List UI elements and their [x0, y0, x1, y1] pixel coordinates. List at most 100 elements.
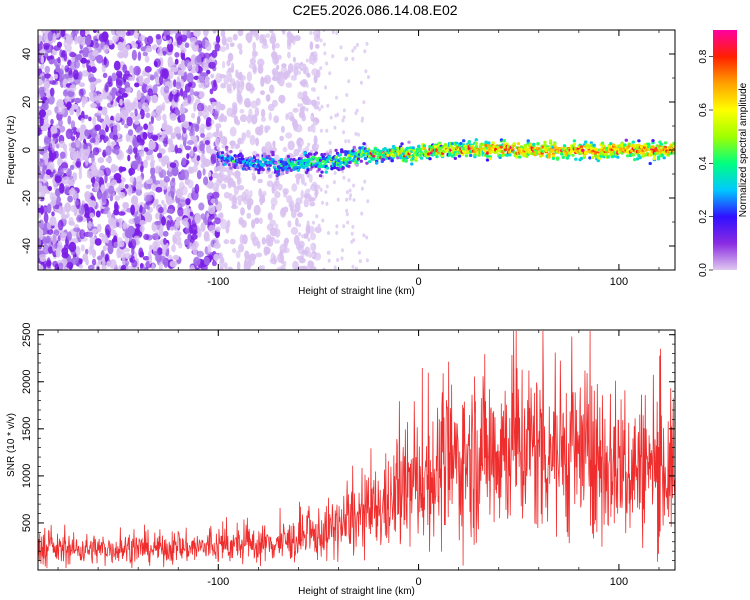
noise-speckle: [69, 164, 75, 170]
signal-pixel: [355, 163, 359, 167]
noise-speckle: [129, 112, 135, 117]
noise-speckle: [151, 94, 159, 104]
noise-speckle: [271, 204, 276, 211]
noise-speckle: [209, 176, 213, 181]
noise-speckle: [94, 181, 100, 192]
signal-pixel: [610, 155, 614, 159]
noise-speckle: [169, 91, 173, 102]
noise-speckle: [341, 118, 345, 123]
y-axis-label: SNR (10 * v/v): [6, 413, 17, 477]
noise-speckle: [208, 224, 216, 233]
noise-speckle: [200, 222, 206, 232]
noise-speckle: [54, 263, 60, 270]
noise-speckle: [50, 196, 57, 207]
noise-speckle: [267, 212, 273, 221]
noise-speckle: [257, 58, 265, 67]
noise-speckle: [68, 241, 77, 253]
noise-speckle: [232, 33, 238, 41]
noise-speckle: [151, 263, 155, 270]
noise-speckle: [355, 108, 359, 113]
noise-speckle: [51, 140, 56, 151]
noise-speckle: [89, 212, 95, 219]
colorbar-tick-label: 0.2: [698, 209, 709, 223]
y-tick-label: 20: [21, 96, 33, 108]
noise-speckle: [234, 170, 241, 177]
noise-speckle: [112, 134, 118, 141]
noise-speckle: [206, 121, 210, 127]
noise-speckle: [95, 210, 101, 218]
noise-speckle: [273, 239, 280, 244]
noise-speckle: [271, 42, 276, 51]
noise-speckle: [309, 41, 314, 50]
noise-speckle: [322, 267, 326, 270]
noise-speckle: [85, 35, 92, 46]
noise-speckle: [317, 223, 321, 228]
noise-speckle: [265, 33, 271, 38]
noise-speckle: [237, 200, 242, 206]
noise-speckle: [174, 235, 182, 246]
noise-speckle: [150, 161, 155, 168]
noise-speckle: [118, 211, 126, 216]
noise-speckle: [214, 198, 219, 206]
noise-speckle: [347, 79, 351, 84]
noise-speckle: [297, 143, 302, 153]
noise-speckle: [58, 125, 66, 133]
noise-speckle: [46, 203, 52, 214]
noise-speckle: [115, 90, 123, 97]
signal-pixel: [296, 168, 300, 172]
noise-speckle: [54, 204, 60, 210]
noise-speckle: [194, 213, 202, 224]
noise-speckle: [113, 60, 121, 71]
signal-pixel: [307, 158, 312, 162]
noise-speckle: [134, 120, 140, 125]
noise-speckle: [94, 78, 102, 84]
noise-speckle: [192, 240, 199, 249]
noise-speckle: [94, 124, 102, 131]
noise-speckle: [177, 207, 184, 217]
noise-speckle: [259, 217, 263, 225]
noise-speckle: [222, 136, 228, 146]
noise-speckle: [250, 114, 258, 125]
noise-speckle: [99, 134, 105, 140]
noise-speckle: [290, 226, 299, 235]
signal-pixel: [404, 159, 408, 163]
noise-speckle: [78, 88, 84, 97]
noise-speckle: [231, 203, 237, 209]
noise-speckle: [276, 64, 280, 70]
noise-speckle: [76, 127, 82, 133]
noise-speckle: [174, 220, 181, 227]
noise-speckle: [139, 219, 146, 226]
noise-speckle: [128, 76, 134, 82]
noise-speckle: [139, 75, 144, 86]
noise-speckle: [57, 56, 61, 64]
noise-speckle: [184, 71, 188, 79]
noise-speckle: [314, 189, 319, 196]
signal-pixel: [512, 142, 516, 146]
noise-speckle: [311, 61, 315, 65]
noise-speckle: [313, 51, 317, 56]
noise-speckle: [105, 256, 109, 262]
noise-speckle: [240, 207, 245, 216]
noise-speckle: [155, 212, 160, 220]
noise-speckle: [85, 248, 89, 255]
signal-pixel: [562, 144, 567, 148]
noise-speckle: [203, 256, 210, 266]
noise-speckle: [147, 124, 154, 133]
colorbar: [713, 30, 737, 270]
noise-speckle: [307, 237, 311, 242]
noise-speckle: [227, 52, 234, 62]
noise-speckle: [269, 35, 277, 45]
noise-speckle: [70, 257, 78, 265]
signal-pixel: [310, 165, 314, 169]
noise-speckle: [311, 186, 315, 191]
noise-speckle: [44, 136, 52, 144]
signal-pixel: [341, 166, 345, 170]
noise-speckle: [266, 223, 274, 231]
noise-speckle: [263, 246, 269, 256]
noise-speckle: [170, 66, 179, 73]
signal-pixel: [241, 167, 246, 171]
noise-speckle: [150, 115, 154, 124]
noise-speckle: [111, 141, 117, 146]
signal-pixel: [652, 157, 657, 161]
noise-speckle: [56, 196, 61, 204]
